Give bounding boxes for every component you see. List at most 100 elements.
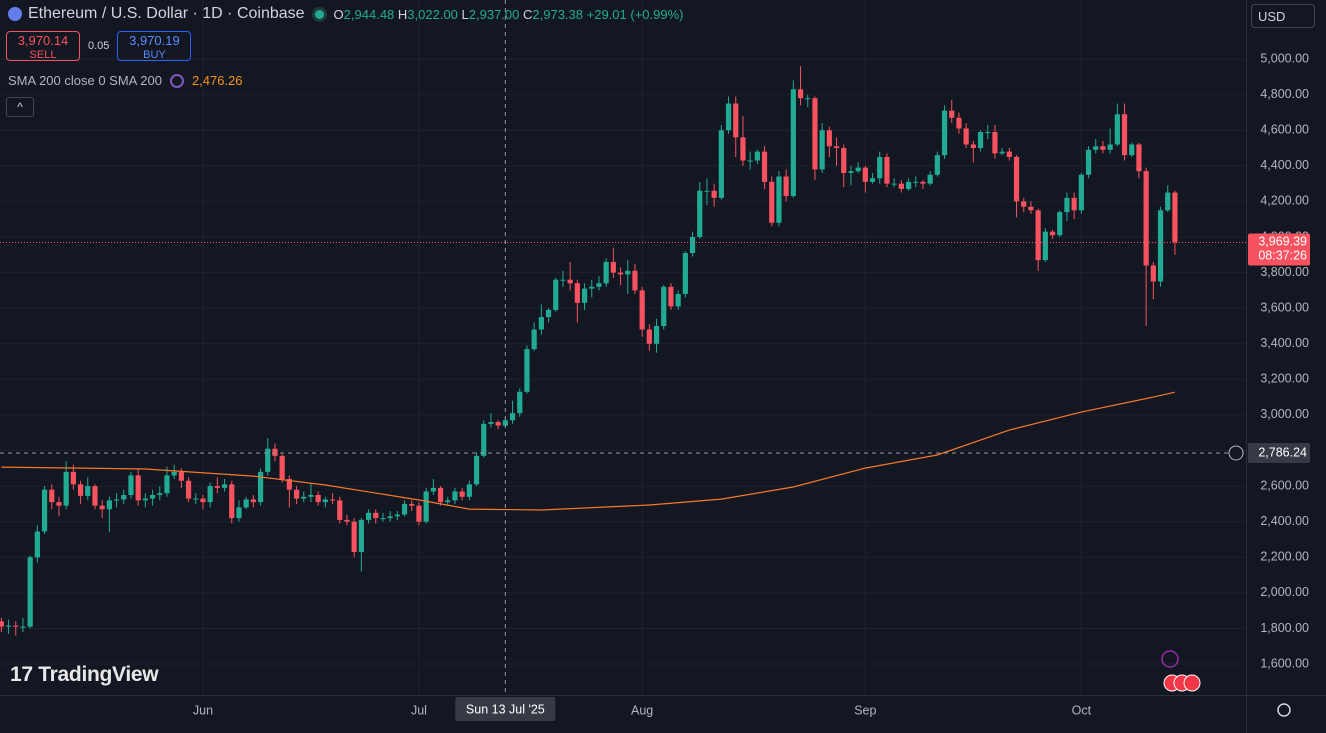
candle-body	[257, 471, 264, 503]
candle-body	[279, 455, 285, 479]
candle-body	[164, 475, 170, 494]
candle-body	[776, 176, 782, 223]
candle-body	[171, 471, 177, 476]
candle-body	[128, 475, 134, 496]
candle-body	[970, 144, 976, 149]
candle-body	[142, 498, 148, 501]
candle-body	[293, 489, 300, 499]
candle-body	[553, 279, 559, 310]
event-icon[interactable]	[1183, 674, 1201, 692]
change: +29.01 (+0.99%)	[586, 6, 684, 22]
candle-body	[106, 500, 112, 510]
candle-body	[229, 484, 235, 519]
candle-body	[913, 181, 919, 183]
candle-body	[985, 132, 991, 134]
candle-body	[236, 507, 242, 519]
candle-body	[92, 486, 98, 506]
candle-body	[272, 448, 278, 456]
candle-body	[725, 103, 732, 131]
candle-body	[193, 498, 199, 500]
candle-body	[41, 489, 48, 532]
candle-body	[783, 176, 789, 197]
candle-body	[329, 499, 336, 501]
add-alert-icon[interactable]	[1228, 445, 1244, 461]
candle-body	[733, 103, 739, 138]
x-tick-label: Oct	[1072, 703, 1092, 717]
x-tick-label: Aug	[631, 703, 653, 717]
candle-body	[1078, 174, 1084, 211]
candle-body	[625, 270, 631, 275]
ohlc-value: 2,937.00	[468, 6, 520, 22]
candle-body	[34, 531, 40, 558]
candle-body	[1107, 144, 1113, 150]
crosshair-price-box	[1248, 442, 1310, 463]
sell-label: SELL	[29, 49, 57, 61]
candle-body	[653, 325, 660, 344]
candle-body	[214, 486, 220, 488]
candle-body	[848, 171, 854, 173]
candle-body	[689, 237, 696, 254]
candle-body	[704, 190, 710, 192]
candle-body	[1085, 149, 1092, 175]
sell-button[interactable]: 3,970.14 SELL	[6, 31, 80, 61]
candle-body	[1121, 114, 1128, 156]
ohlc-key: O	[333, 6, 344, 22]
y-tick-label: 3,600.00	[1260, 300, 1309, 314]
indicator-value: 2,476.26	[191, 73, 243, 88]
candle-body	[632, 270, 638, 291]
candle-body	[308, 495, 314, 497]
y-tick-label: 3,400.00	[1260, 336, 1309, 350]
candle-body	[531, 329, 537, 350]
candle-body	[459, 491, 465, 497]
candle-body	[841, 148, 847, 173]
countdown: 08:37:26	[1258, 249, 1307, 263]
candle-body	[1157, 210, 1164, 282]
candle-body	[502, 420, 508, 426]
event-icon[interactable]	[1161, 650, 1179, 668]
candle-body	[49, 489, 55, 503]
candle-body	[185, 480, 192, 499]
candle-body	[20, 626, 26, 628]
candle-body	[495, 422, 501, 426]
indicator-icon[interactable]	[169, 73, 184, 88]
candle-body	[992, 132, 998, 154]
candle-body	[445, 500, 451, 503]
ohlc-key: L	[461, 6, 469, 22]
sma-line	[1, 391, 1176, 511]
candle-body	[805, 98, 811, 100]
candle-body	[589, 286, 595, 289]
candle-body	[920, 181, 926, 184]
candle-body	[567, 279, 573, 284]
candle-body	[99, 505, 105, 510]
candle-body	[1021, 201, 1027, 207]
ohlc-value: 2,944.48	[343, 6, 395, 22]
crosshair-price-label: 2,786.24	[1258, 445, 1307, 459]
candle-body	[574, 283, 580, 303]
candle-body	[315, 495, 321, 503]
collapse-button[interactable]: ^	[6, 97, 34, 117]
crosshair-time-box	[455, 697, 556, 721]
candle-body	[891, 183, 897, 185]
candle-body	[337, 500, 343, 520]
buy-button[interactable]: 3,970.19 BUY	[117, 31, 192, 61]
candle-body	[661, 286, 667, 326]
market-status	[314, 9, 324, 19]
candle-body	[596, 283, 602, 287]
candle-body	[358, 519, 364, 552]
spread: 0.05	[88, 40, 110, 52]
candle-body	[481, 423, 487, 456]
candle-body	[113, 499, 120, 501]
candle-body	[977, 132, 984, 149]
candle-body	[1035, 210, 1041, 261]
candle-body	[301, 496, 307, 499]
currency-select[interactable]: USD	[1251, 4, 1315, 28]
y-tick-label: 2,600.00	[1260, 478, 1309, 492]
candle-body	[639, 290, 645, 330]
candle-body	[1136, 144, 1142, 172]
candle-body	[1071, 197, 1077, 211]
y-tick-label: 1,600.00	[1260, 656, 1309, 670]
y-tick-label: 2,000.00	[1260, 585, 1309, 599]
settings-icon[interactable]	[1277, 703, 1291, 717]
candle-body	[718, 130, 724, 198]
